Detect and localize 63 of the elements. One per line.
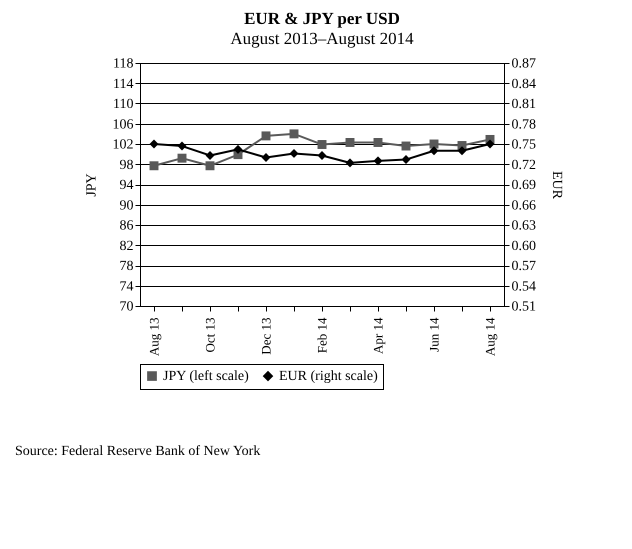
x-tick-label: Oct 13	[202, 318, 218, 353]
point	[178, 142, 186, 150]
y-tick-label: 118	[113, 56, 134, 72]
point	[374, 156, 382, 166]
point	[206, 151, 214, 160]
y2-tick-label: 0.51	[512, 300, 536, 314]
point	[346, 158, 354, 168]
point	[458, 146, 466, 156]
y-tick-label: 78	[120, 259, 134, 274]
chart-title: EUR & JPY per USD	[244, 9, 400, 28]
y2-axis-title: EUR	[549, 171, 564, 200]
y-tick-label: 106	[112, 117, 134, 132]
y-tick-label: 102	[112, 138, 134, 152]
point	[150, 161, 158, 170]
point	[262, 131, 270, 140]
x-tick-label: Dec 13	[258, 318, 274, 355]
chart-subtitle: August 2013–August 2014	[230, 29, 414, 48]
point	[290, 129, 298, 138]
point	[486, 140, 494, 148]
y-tick-label: 74	[120, 279, 134, 294]
x-tick-label: Apr 14	[370, 317, 386, 354]
y2-tick-label: 0.81	[512, 97, 536, 112]
point	[430, 140, 438, 148]
point	[206, 161, 214, 170]
y-tick-label: 86	[120, 218, 134, 234]
y2-tick-label: 0.75	[512, 138, 536, 152]
source-note: Source: Federal Reserve Bank of New York	[15, 444, 260, 459]
y-axis-title: JPY	[84, 173, 100, 197]
y2-tick-label: 0.87	[512, 56, 536, 72]
y-tick-label: 82	[120, 238, 134, 254]
point	[150, 140, 158, 148]
y2-tick-label: 0.69	[512, 178, 536, 193]
y-tick-label: 90	[120, 198, 134, 214]
point	[402, 155, 410, 164]
y-tick-label: 114	[113, 76, 134, 92]
y2-tick-label: 0.60	[512, 238, 536, 254]
point	[346, 138, 354, 147]
point	[402, 142, 410, 150]
point	[374, 138, 382, 147]
y-tick-label: 70	[120, 300, 134, 314]
y2-tick-label: 0.72	[512, 158, 536, 173]
y2-tick-label: 0.57	[512, 259, 536, 274]
y-tick-label: 98	[120, 158, 134, 173]
point	[178, 154, 186, 163]
y2-tick-label: 0.54	[512, 279, 536, 294]
y2-tick-label: 0.66	[512, 198, 536, 214]
legend-label: EUR (right scale)	[279, 369, 378, 384]
x-tick-label: Feb 14	[314, 317, 330, 354]
point	[318, 140, 326, 149]
point	[318, 151, 326, 160]
y-tick-label: 110	[113, 97, 134, 112]
point	[262, 153, 270, 162]
legend-label: JPY (left scale)	[163, 369, 250, 384]
y2-tick-label: 0.78	[512, 117, 536, 132]
point	[290, 148, 298, 158]
y2-tick-label: 0.84	[512, 76, 536, 92]
y-tick-label: 94	[120, 178, 134, 193]
point	[430, 146, 438, 156]
y2-tick-label: 0.63	[512, 218, 536, 234]
x-tick-label: Aug 13	[146, 318, 162, 356]
x-tick-label: Jun 14	[426, 317, 442, 352]
x-tick-label: Aug 14	[482, 317, 498, 356]
point	[234, 144, 242, 154]
